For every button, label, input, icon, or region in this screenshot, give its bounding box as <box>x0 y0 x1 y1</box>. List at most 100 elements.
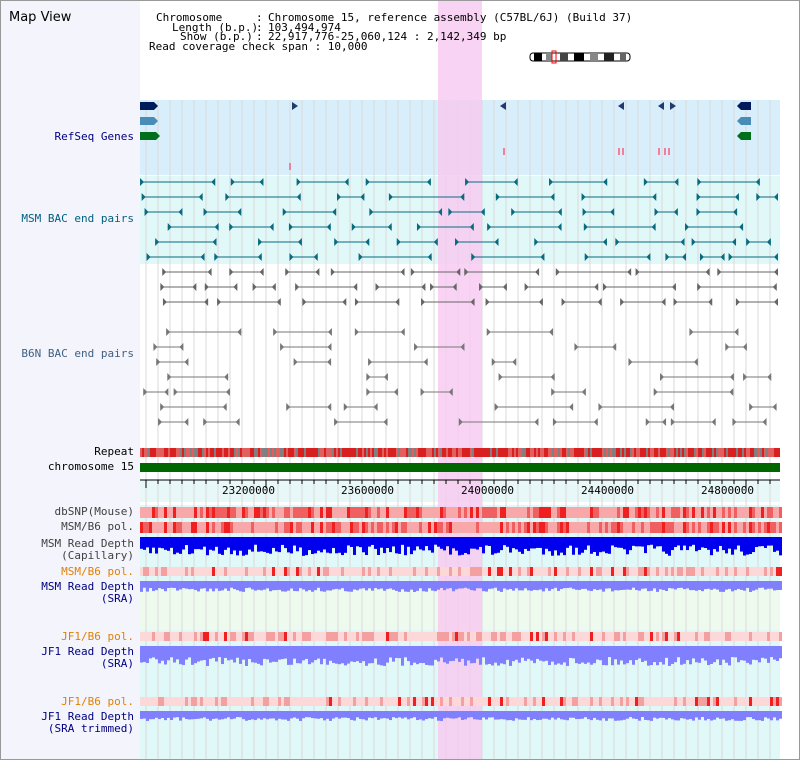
heat-cell <box>224 522 227 533</box>
heat-cell <box>314 697 317 706</box>
heat-cell <box>383 697 386 706</box>
repeat-segment <box>266 448 268 457</box>
bac-end <box>535 268 540 276</box>
heat-cell <box>221 507 224 518</box>
header-key: Chromosome <box>156 11 223 24</box>
heat-cell <box>542 697 545 706</box>
depth-bar <box>227 711 230 718</box>
heat-cell <box>626 697 629 706</box>
depth-bar <box>776 646 779 661</box>
heat-cell <box>470 632 473 641</box>
heat-cell <box>692 697 695 706</box>
depth-bar <box>398 537 401 554</box>
heat-cell <box>197 567 200 576</box>
depth-bar <box>449 711 452 719</box>
depth-bar <box>617 537 620 548</box>
repeat-segment <box>246 448 248 457</box>
depth-bar <box>533 537 536 549</box>
depth-bar <box>758 581 761 588</box>
heat-cell <box>659 697 662 706</box>
depth-bar <box>722 646 725 660</box>
depth-bar <box>554 581 557 588</box>
repeat-segment <box>556 448 558 457</box>
heat-cell <box>485 522 488 533</box>
depth-bar <box>728 646 731 666</box>
depth-bar <box>254 646 257 663</box>
repeat-segment <box>652 448 654 457</box>
heat-cell <box>476 522 479 533</box>
repeat-segment <box>308 448 310 457</box>
bac-end <box>511 208 516 216</box>
repeat-segment <box>260 448 262 457</box>
depth-bar <box>296 537 299 552</box>
heat-cell <box>356 567 359 576</box>
bac-end <box>469 223 474 231</box>
heat-cell <box>248 522 251 533</box>
depth-bar <box>197 581 200 592</box>
depth-bar <box>530 581 533 591</box>
bac-end <box>365 238 370 246</box>
bac-end <box>705 268 710 276</box>
bac-end <box>173 388 178 396</box>
heat-cell <box>575 522 578 533</box>
heat-cell <box>383 632 386 641</box>
repeat-segment <box>436 448 438 457</box>
depth-bar <box>458 711 461 718</box>
repeat-segment <box>154 448 156 457</box>
repeat-segment <box>376 448 378 457</box>
depth-bar <box>518 537 521 552</box>
label-jf1-read-depth: JF1 Read Depth <box>41 645 134 658</box>
depth-bar <box>401 711 404 719</box>
heat-cell <box>161 507 164 518</box>
heat-cell <box>242 697 245 706</box>
heat-cell <box>155 522 158 533</box>
depth-bar <box>326 537 329 553</box>
heat-cell <box>179 567 182 576</box>
depth-bar <box>245 581 248 588</box>
depth-bar <box>698 537 701 550</box>
heat-cell <box>350 567 353 576</box>
heat-cell <box>374 522 377 533</box>
heat-cell <box>653 567 656 576</box>
repeat-segment <box>254 448 256 457</box>
depth-bar <box>635 711 638 719</box>
repeat-segment <box>688 448 690 457</box>
heat-cell <box>341 697 344 706</box>
heat-cell <box>569 632 572 641</box>
bac-end <box>204 298 209 306</box>
heat-cell <box>305 567 308 576</box>
heat-cell <box>272 522 275 533</box>
repeat-segment <box>566 448 568 457</box>
depth-bar <box>569 646 572 658</box>
heat-cell <box>248 697 251 706</box>
depth-bar <box>494 537 497 554</box>
heat-cell <box>668 567 671 576</box>
depth-bar <box>176 711 179 718</box>
heat-cell <box>314 522 317 533</box>
heat-cell <box>410 632 413 641</box>
heat-cell <box>773 507 776 518</box>
depth-bar <box>530 537 533 549</box>
bac-end <box>755 178 760 186</box>
axis-tick-label: 23200000 <box>222 484 275 497</box>
heat-cell <box>698 632 701 641</box>
depth-bar <box>224 537 227 550</box>
repeat-segment <box>176 448 178 457</box>
heat-cell <box>272 507 275 518</box>
heat-cell <box>578 507 581 518</box>
heat-cell <box>638 632 641 641</box>
bac-end <box>645 418 650 426</box>
depth-bar <box>407 711 410 720</box>
bac-end <box>315 268 320 276</box>
heat-cell <box>197 697 200 706</box>
depth-bar <box>239 581 242 592</box>
heat-cell <box>191 632 194 641</box>
repeat-segment <box>480 448 482 457</box>
heat-cell <box>410 522 413 533</box>
heat-cell <box>365 632 368 641</box>
heat-cell <box>566 522 569 533</box>
depth-bar <box>365 711 368 721</box>
heat-cell <box>668 522 671 533</box>
depth-bar <box>434 581 437 592</box>
